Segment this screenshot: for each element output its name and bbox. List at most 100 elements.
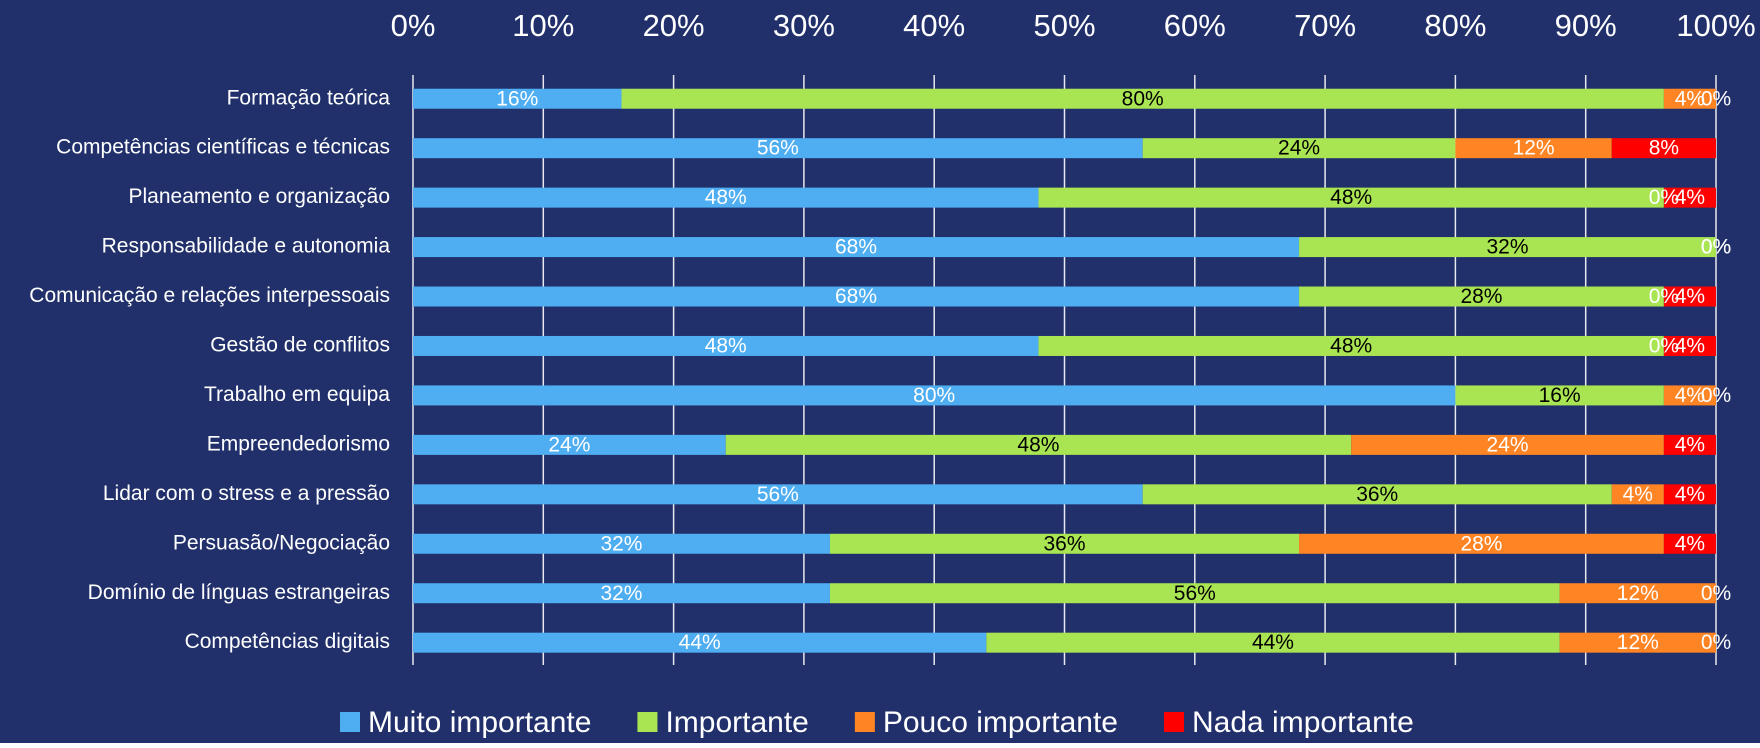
data-label: 44%: [679, 631, 721, 654]
data-label: 68%: [835, 285, 877, 308]
y-tick-label: Gestão de conflitos: [210, 334, 390, 357]
data-label: 4%: [1675, 285, 1705, 308]
data-label: 0%: [1649, 335, 1679, 358]
data-label: 12%: [1513, 137, 1555, 160]
bar-segment: [829, 533, 1300, 554]
legend-label: Pouco importante: [883, 706, 1118, 739]
data-label: 0%: [1701, 631, 1731, 654]
data-label: 0%: [1701, 236, 1731, 259]
data-label: 4%: [1675, 335, 1705, 358]
data-label: 28%: [1460, 532, 1502, 555]
data-label: 32%: [600, 582, 642, 605]
bar-segment: [1455, 385, 1664, 406]
bar-segment: [413, 187, 1039, 208]
bar-segment: [621, 88, 1664, 109]
data-label: 32%: [1487, 236, 1529, 259]
x-tick-label: 0%: [391, 8, 436, 43]
y-tick-label: Persuasão/Negociação: [173, 531, 390, 554]
y-tick-label: Empreendedorismo: [207, 432, 390, 455]
data-label: 0%: [1649, 186, 1679, 209]
data-label: 28%: [1460, 285, 1502, 308]
bar-segment: [725, 434, 1352, 455]
data-label: 36%: [1356, 483, 1398, 506]
legend-label: Importante: [665, 706, 808, 739]
bar-segment: [1611, 138, 1716, 159]
y-tick-label: Planeamento e organização: [128, 185, 390, 208]
bar-segment: [1663, 533, 1716, 554]
bar-segment: [1663, 484, 1716, 505]
y-tick-label: Lidar com o stress e a pressão: [103, 482, 390, 505]
data-label: 24%: [548, 433, 590, 456]
bar-segment: [829, 583, 1560, 604]
y-tick-label: Responsabilidade e autonomia: [102, 235, 391, 258]
bar-segment: [1142, 484, 1612, 505]
legend-label: Nada importante: [1192, 706, 1414, 739]
bar-segment: [1299, 237, 1716, 258]
data-label: 56%: [757, 137, 799, 160]
x-tick-label: 20%: [643, 8, 705, 43]
bar-segment: [413, 434, 726, 455]
data-label: 4%: [1675, 433, 1705, 456]
x-tick-label: 100%: [1676, 8, 1755, 43]
data-label: 4%: [1675, 532, 1705, 555]
data-label: 48%: [1017, 433, 1059, 456]
legend-swatch: [637, 712, 658, 732]
bar-segment: [1299, 286, 1664, 307]
bar-segment: [1663, 434, 1716, 455]
bar-segment: [413, 237, 1300, 258]
bar-segment: [1559, 632, 1716, 653]
x-tick-label: 50%: [1033, 8, 1095, 43]
data-label: 4%: [1675, 384, 1705, 407]
y-tick-label: Competências científicas e técnicas: [56, 136, 390, 159]
data-label: 36%: [1043, 532, 1085, 555]
data-label: 44%: [1252, 631, 1294, 654]
legend-swatch: [854, 712, 875, 732]
bar-segment: [1351, 434, 1664, 455]
data-label: 68%: [835, 236, 877, 259]
bar-segment: [413, 484, 1143, 505]
bar-segment: [413, 286, 1300, 307]
x-tick-label: 90%: [1555, 8, 1617, 43]
bar-segment: [1611, 484, 1664, 505]
bar-segment: [1299, 533, 1664, 554]
y-tick-label: Trabalho em equipa: [204, 383, 390, 406]
data-label: 4%: [1623, 483, 1653, 506]
data-label: 0%: [1701, 384, 1731, 407]
data-label: 0%: [1701, 87, 1731, 110]
data-label: 4%: [1675, 186, 1705, 209]
bar-segment: [413, 335, 1039, 356]
x-tick-label: 30%: [773, 8, 835, 43]
x-tick-label: 40%: [903, 8, 965, 43]
data-label: 48%: [1330, 186, 1372, 209]
bar-segment: [413, 385, 1456, 406]
bar-segment: [1663, 286, 1716, 307]
data-label: 32%: [600, 532, 642, 555]
bar-segment: [986, 632, 1560, 653]
data-label: 12%: [1617, 631, 1659, 654]
bar-segment: [1663, 335, 1716, 356]
y-tick-label: Domínio de línguas estrangeiras: [88, 581, 390, 604]
data-label: 0%: [1649, 285, 1679, 308]
data-label: 0%: [1701, 582, 1731, 605]
y-tick-label: Competências digitais: [185, 630, 390, 653]
data-label: 16%: [496, 87, 538, 110]
bar-segment: [1663, 187, 1716, 208]
data-label: 80%: [1122, 87, 1164, 110]
data-label: 80%: [913, 384, 955, 407]
data-label: 4%: [1675, 483, 1705, 506]
data-label: 16%: [1539, 384, 1581, 407]
bar-segment: [1663, 385, 1716, 406]
data-label: 48%: [1330, 335, 1372, 358]
x-tick-label: 80%: [1424, 8, 1486, 43]
legend-swatch: [1164, 712, 1184, 732]
bar-segment: [1559, 583, 1716, 604]
bar-segment: [1038, 187, 1664, 208]
x-tick-label: 70%: [1294, 8, 1356, 43]
data-label: 24%: [1487, 433, 1529, 456]
legend-label: Muito importante: [368, 706, 591, 739]
bar-segment: [1663, 88, 1716, 109]
bar-segment: [413, 583, 830, 604]
y-tick-label: Formação teórica: [227, 86, 391, 109]
